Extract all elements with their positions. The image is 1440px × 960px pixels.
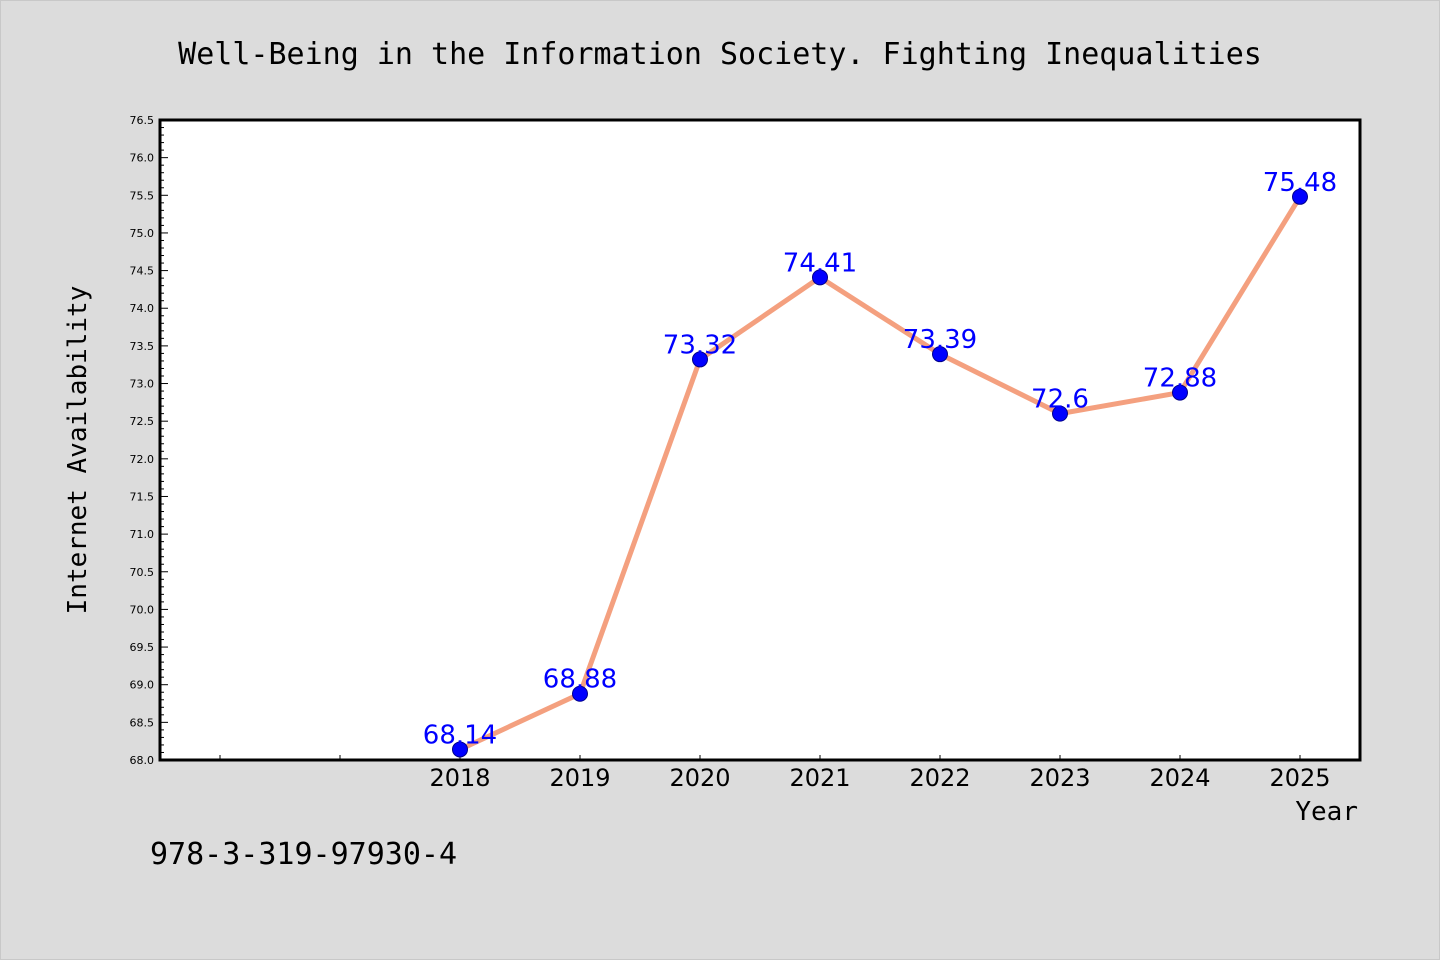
data-point-marker [1052,405,1068,422]
data-point-marker [692,351,708,368]
x-axis-label: Year [1295,797,1358,827]
data-label: 72.6 [1031,385,1089,415]
x-axis: 2018 2019 2020 2021 2022 2023 2024 2025 [219,755,1331,792]
data-point-marker [572,685,588,702]
y-axis: 68.0 68.5 69.0 69.5 70.0 70.5 71.0 71.5 72.0 72.5… [130,114,168,767]
y-tick-label: 74.5 [130,265,155,278]
y-tick-label: 75.5 [130,189,155,202]
data-point-marker [452,741,468,758]
x-tick-label: 2023 [1029,764,1090,792]
data-point-marker [812,269,828,286]
x-tick-label: 2022 [909,764,970,792]
x-tick-label: 2021 [789,764,850,792]
data-label: 75.48 [1263,168,1337,198]
y-tick-label: 73.0 [130,378,155,391]
data-label: 73.32 [663,330,737,360]
data-label: 74.41 [783,248,857,278]
markers-group [452,188,1308,758]
x-tick-label: 2020 [669,764,730,792]
y-tick-label: 72.0 [130,453,155,466]
y-tick-label: 70.5 [130,566,155,579]
y-tick-label: 76.5 [130,114,155,127]
y-tick-label: 69.0 [130,679,155,692]
y-tick-label: 73.5 [130,340,155,353]
isbn-text: 978-3-319-97930-4 [150,837,457,872]
y-tick-label: 71.0 [130,528,155,541]
data-label: 68.88 [543,665,617,695]
x-tick-label: 2024 [1149,764,1210,792]
y-tick-label: 74.0 [130,302,155,315]
data-point-marker [932,346,948,363]
y-tick-label: 75.0 [130,227,155,240]
x-tick-label: 2018 [429,764,490,792]
y-tick-label: 71.5 [130,490,155,503]
y-tick-label: 68.0 [130,754,155,767]
data-point-marker [1292,188,1308,205]
y-tick-label: 68.5 [130,716,155,729]
chart-title: Well-Being in the Information Society. F… [178,37,1262,72]
data-label: 73.39 [903,325,977,355]
y-tick-label: 76.0 [130,152,155,165]
y-tick-label: 72.5 [130,415,155,428]
data-label: 72.88 [1143,364,1217,394]
series-line-group [457,194,1303,752]
series-line [457,194,1303,752]
data-point-marker [1172,384,1188,401]
data-label: 68.14 [423,720,497,750]
y-axis-label: Internet Availability [63,286,93,615]
y-tick-label: 69.5 [130,641,155,654]
data-labels-group: 68.14 68.88 73.32 74.41 73.39 72.6 72.88 75.48 [423,168,1337,751]
plot-area [158,118,1362,762]
y-tick-label: 70.0 [130,603,155,616]
x-tick-label: 2025 [1269,764,1330,792]
x-tick-label: 2019 [549,764,610,792]
